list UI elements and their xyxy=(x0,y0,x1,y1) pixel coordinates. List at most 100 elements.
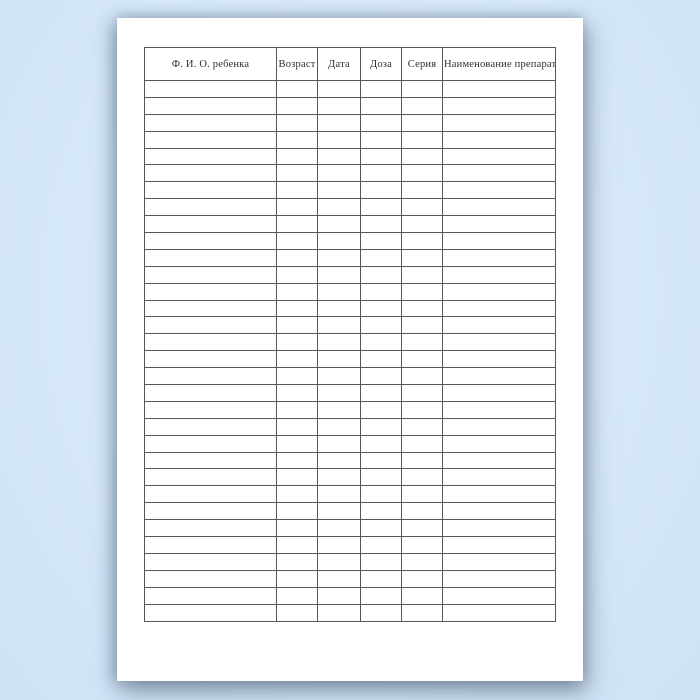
table-cell xyxy=(276,130,318,149)
table-cell xyxy=(360,569,402,588)
table-row xyxy=(144,265,556,284)
table-cell xyxy=(442,350,556,369)
table-cell xyxy=(360,468,402,487)
table-row xyxy=(144,113,556,132)
table-cell xyxy=(317,603,361,622)
table-cell xyxy=(144,502,277,521)
table-cell xyxy=(317,181,361,200)
table-cell xyxy=(442,400,556,419)
table-cell xyxy=(144,552,277,571)
table-cell xyxy=(442,367,556,386)
table-cell xyxy=(317,485,361,504)
table-cell xyxy=(276,316,318,335)
table-row xyxy=(144,316,556,335)
table-row xyxy=(144,417,556,436)
table-cell xyxy=(442,265,556,284)
table-row xyxy=(144,384,556,402)
table-cell xyxy=(144,164,277,183)
table-cell xyxy=(317,113,361,132)
table-cell xyxy=(144,316,277,335)
table-row xyxy=(144,181,556,200)
table-cell xyxy=(401,485,443,504)
table-cell xyxy=(276,113,318,132)
table-cell xyxy=(317,130,361,149)
table-cell xyxy=(401,282,443,301)
table-cell xyxy=(360,198,402,217)
table-cell xyxy=(276,333,318,352)
table-cell xyxy=(144,282,277,301)
table-cell xyxy=(360,147,402,166)
table-cell xyxy=(317,198,361,217)
table-cell xyxy=(360,367,402,386)
table-cell xyxy=(144,519,277,538)
table-cell xyxy=(360,130,402,149)
table-cell xyxy=(442,451,556,470)
table-cell xyxy=(276,215,318,234)
document-page: Ф. И. О. ребенка Возраст Дата Доза Серия… xyxy=(117,18,583,681)
table-cell xyxy=(144,113,277,132)
table-cell xyxy=(360,248,402,267)
table-cell xyxy=(442,147,556,166)
table-cell xyxy=(276,603,318,622)
table-row xyxy=(144,130,556,149)
table-cell xyxy=(276,519,318,538)
table-row xyxy=(144,586,556,605)
table-row xyxy=(144,502,556,521)
table-cell xyxy=(317,569,361,588)
table-cell xyxy=(317,80,361,98)
table-cell xyxy=(442,248,556,267)
header-cell-age: Возраст xyxy=(276,47,318,81)
table-cell xyxy=(360,502,402,521)
table-cell xyxy=(317,400,361,419)
table-cell xyxy=(144,80,277,98)
table-cell xyxy=(276,367,318,386)
table-cell xyxy=(317,215,361,234)
table-cell xyxy=(317,552,361,571)
table-cell xyxy=(360,265,402,284)
table-cell xyxy=(401,248,443,267)
table-cell xyxy=(144,569,277,588)
table-cell xyxy=(144,333,277,352)
header-cell-child-name: Ф. И. О. ребенка xyxy=(144,47,277,81)
table-cell xyxy=(442,417,556,436)
table-row xyxy=(144,434,556,453)
table-cell xyxy=(442,80,556,98)
table-row xyxy=(144,333,556,352)
table-cell xyxy=(144,198,277,217)
table-cell xyxy=(360,384,402,402)
table-cell xyxy=(276,350,318,369)
table-cell xyxy=(442,215,556,234)
table-cell xyxy=(442,316,556,335)
table-cell xyxy=(360,232,402,250)
table-cell xyxy=(144,536,277,554)
table-cell xyxy=(144,232,277,250)
table-cell xyxy=(276,502,318,521)
header-cell-drug-name: Наименование препарата xyxy=(442,47,556,81)
table-cell xyxy=(276,232,318,250)
table-row xyxy=(144,232,556,250)
table-cell xyxy=(317,96,361,115)
table-cell xyxy=(144,400,277,419)
table-cell xyxy=(144,181,277,200)
table-cell xyxy=(360,215,402,234)
table-cell xyxy=(360,282,402,301)
table-cell xyxy=(401,113,443,132)
table-cell xyxy=(401,164,443,183)
table-cell xyxy=(442,130,556,149)
table-row xyxy=(144,451,556,470)
table-row xyxy=(144,367,556,386)
table-cell xyxy=(401,400,443,419)
table-cell xyxy=(442,485,556,504)
table-cell xyxy=(442,232,556,250)
table-cell xyxy=(144,350,277,369)
table-cell xyxy=(401,80,443,98)
table-cell xyxy=(276,451,318,470)
table-cell xyxy=(360,164,402,183)
table-cell xyxy=(144,434,277,453)
table-cell xyxy=(317,316,361,335)
table-cell xyxy=(360,586,402,605)
table-cell xyxy=(276,536,318,554)
table-cell xyxy=(317,248,361,267)
table-cell xyxy=(276,198,318,217)
